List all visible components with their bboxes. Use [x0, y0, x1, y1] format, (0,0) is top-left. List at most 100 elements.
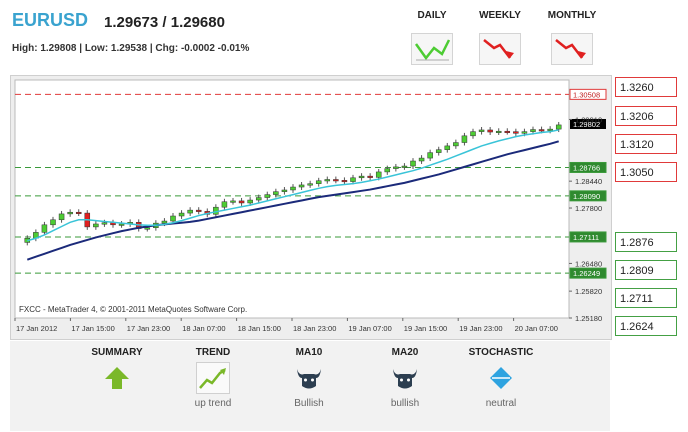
indicator-title: MA20 [391, 347, 419, 358]
candle-body [444, 145, 451, 150]
timeframe-monthly[interactable]: MONTHLY [542, 10, 602, 65]
resistance-level: 1.3050 [615, 162, 677, 182]
candle-body [538, 129, 545, 132]
indicator-summary: SUMMARY [72, 347, 162, 398]
candle-body [504, 130, 511, 133]
timeframe-label: DAILY [417, 10, 447, 21]
candle-body [530, 129, 536, 132]
bid-ask-price: 1.29673 / 1.29680 [104, 14, 225, 31]
support-label-box [569, 190, 607, 202]
bull-icon [388, 362, 422, 394]
indicator-stochastic: STOCHASTIC neutral [456, 347, 546, 410]
candle-body [470, 131, 476, 137]
candle-body [264, 194, 271, 198]
candle-body [41, 224, 48, 233]
candle-body [393, 166, 399, 169]
x-tick-label: 17 Jan 2012 [16, 324, 57, 333]
candle-body [521, 131, 528, 134]
candle-body [418, 157, 425, 162]
candle-body [358, 175, 365, 179]
timeframe-weekly[interactable]: WEEKLY [470, 10, 530, 65]
candle-body [144, 227, 151, 230]
indicator-value: neutral [485, 398, 517, 409]
candle-body [461, 135, 468, 143]
arrow-up-icon [100, 362, 134, 394]
timeframe-label: MONTHLY [547, 10, 597, 21]
support-level: 1.2711 [615, 288, 677, 308]
support-label: 1.28766 [573, 163, 600, 172]
support-level: 1.2624 [615, 316, 677, 336]
candle-body [178, 212, 185, 217]
support-label: 1.28090 [573, 192, 600, 201]
candle-body [401, 165, 408, 168]
resistance-level: 1.3260 [615, 77, 677, 97]
candle-body [487, 129, 493, 133]
candle-body [478, 129, 485, 132]
indicator-value: bullish [390, 398, 420, 409]
x-tick-label: 19 Jan 15:00 [404, 324, 447, 333]
indicator-ma10: MA10 Bullish [264, 347, 354, 410]
x-tick-label: 20 Jan 07:00 [515, 324, 558, 333]
candle-body [315, 180, 322, 184]
candle-body [384, 168, 391, 173]
timeframe-label: WEEKLY [479, 10, 521, 21]
candle-body [67, 211, 73, 215]
candle-body [324, 179, 331, 182]
candle-body [101, 222, 108, 225]
support-label: 1.26249 [573, 269, 600, 278]
candle-body [435, 149, 442, 153]
candle-body [290, 186, 296, 191]
candle-body [410, 160, 416, 167]
indicator-title: SUMMARY [91, 347, 143, 358]
support-level: 1.2809 [615, 260, 677, 280]
currency-pair-title: EURUSD [12, 10, 89, 30]
candle-body [93, 223, 99, 228]
candle-body [298, 184, 305, 188]
candle-body [161, 220, 168, 224]
candle-body [341, 180, 348, 183]
trend-up-icon [196, 362, 230, 394]
candle-body [281, 189, 288, 192]
candle-body [170, 215, 176, 222]
candle-body [247, 199, 253, 204]
candle-body [221, 201, 228, 208]
candle-body [195, 209, 202, 212]
timeframe-daily[interactable]: DAILY [402, 10, 462, 65]
candle-body [273, 191, 279, 195]
chart-up-icon [411, 33, 453, 65]
indicator-title: STOCHASTIC [468, 347, 534, 358]
x-tick-label: 18 Jan 07:00 [182, 324, 225, 333]
candle-body [495, 130, 502, 133]
current-price-label: 1.29802 [573, 120, 600, 129]
y-tick-label: 1.25820 [575, 287, 602, 296]
resistance-label: 1.30508 [573, 90, 600, 99]
candle-body [50, 219, 56, 226]
candle-body [513, 131, 519, 134]
candle-body [333, 179, 339, 182]
indicator-title: TREND [195, 347, 231, 358]
candle-body [427, 152, 433, 159]
candle-body [547, 128, 553, 131]
indicator-trend: TREND up trend [168, 347, 258, 410]
indicator-value: Bullish [294, 398, 324, 409]
candle-body [187, 209, 193, 214]
bull-icon [292, 362, 326, 394]
resistance-level: 1.3120 [615, 134, 677, 154]
price-chart[interactable]: 1.30508 1.28766 1.28090 1.27111 1.26249 1.298… [10, 75, 612, 340]
resistance-label-box [569, 88, 607, 100]
plot-area [14, 79, 570, 319]
chart-down-icon [551, 33, 593, 65]
candle-body [350, 177, 356, 182]
candle-body [238, 200, 245, 204]
candle-body [230, 200, 236, 203]
candle-body [58, 213, 65, 221]
support-level: 1.2876 [615, 232, 677, 252]
y-tick-label: 1.25180 [575, 314, 602, 323]
ma10-line [27, 129, 559, 242]
support-label-box [569, 161, 607, 173]
x-tick-label: 17 Jan 15:00 [71, 324, 114, 333]
x-tick-label: 18 Jan 15:00 [238, 324, 281, 333]
candle-body [367, 175, 373, 178]
indicator-panel: SUMMARY TREND up trend MA10 Bullish MA20… [10, 341, 610, 431]
indicator-title: MA10 [295, 347, 323, 358]
